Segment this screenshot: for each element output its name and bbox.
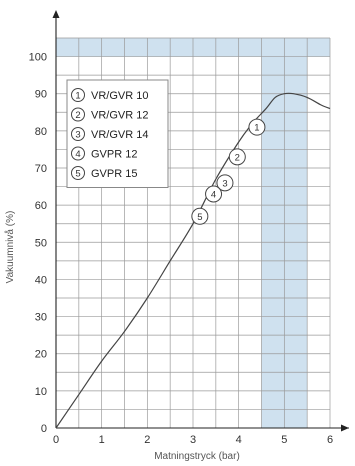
y-tick-label: 80 [35,126,47,138]
legend-number-circle [71,146,85,161]
legend-number: 2 [75,110,80,121]
legend-item-label: VR/GVR 10 [91,90,148,102]
legend: 1 VR/GVR 10 2 VR/GVR 12 3 VR/GVR 14 4 GVPR 12 5 G… [66,79,169,188]
y-axis-label: Vakuumnivå (%) [4,211,16,284]
marker-circle-3 [216,174,234,192]
legend-item-label: GVPR 12 [91,149,137,161]
y-axis-arrow [52,10,60,18]
y-tick-label: 10 [35,386,47,398]
y-tick-label: 20 [35,349,47,361]
legend-number-circle [71,127,85,141]
x-axis-arrow [341,424,349,432]
legend-number-circle [71,166,85,180]
x-tick-label: 3 [190,434,196,446]
y-tick-label: 100 [29,52,47,64]
curve-markers: 1 2 345 [191,118,266,225]
x-tick-label: 2 [144,434,150,446]
y-tick-label: 60 [35,200,47,212]
x-tick-labels: 0 1 2 3 4 5 6 [53,434,333,446]
marker-circle-5 [191,207,209,225]
grid [56,37,331,428]
y-tick-label: 30 [35,312,47,324]
x-tick-label: 0 [53,434,59,446]
y-tick-label: 0 [41,423,47,435]
y-tick-labels: 0 10 20 30 40 50 60 70 80 90 100 [29,52,47,435]
legend-item-label: GVPR 15 [91,168,137,180]
axes [52,10,349,432]
y-tick-label: 70 [35,163,47,175]
x-axis-label: Matningstryck (bar) [154,451,240,462]
x-tick-label: 4 [236,434,242,446]
x-tick-label: 6 [327,434,333,446]
marker-number-5: 5 [197,212,202,223]
legend-number: 3 [75,129,80,140]
series-lines [55,92,331,429]
legend-number: 5 [75,168,80,179]
x-tick-label: 5 [281,434,287,446]
legend-number-circle [71,88,85,102]
y-tick-label: 50 [35,237,47,249]
series-line-1 [55,92,331,429]
legend-items: 1 VR/GVR 10 2 VR/GVR 12 3 VR/GVR 14 4 GVPR 12 5 G… [71,88,148,180]
marker-circle-4 [205,185,223,203]
legend-number: 1 [75,90,80,101]
marker-circle-1 [248,118,266,136]
legend-item-label: VR/GVR 14 [91,129,148,141]
marker-number-1: 1 [254,123,259,134]
y-tick-label: 40 [35,274,47,286]
legend-number-circle [71,107,85,122]
x-tick-label: 1 [99,434,105,446]
marker-number-4: 4 [211,190,216,201]
marker-number-2: 2 [235,152,240,163]
marker-number-3: 3 [222,178,227,189]
y-tick-label: 90 [35,89,47,101]
marker-circle-2 [228,148,246,166]
legend-number: 4 [75,149,80,160]
legend-item-label: VR/GVR 12 [91,110,148,122]
